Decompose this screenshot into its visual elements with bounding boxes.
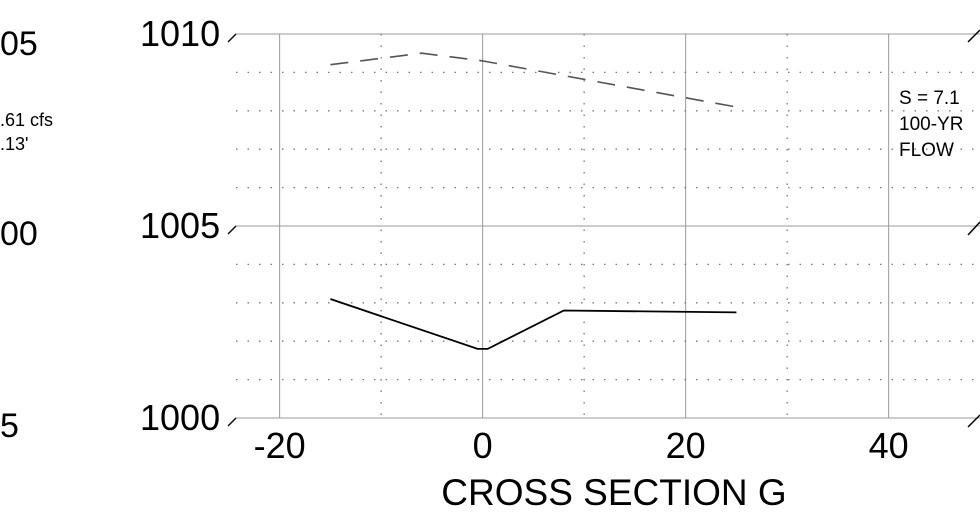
water-surface-line xyxy=(330,52,737,108)
x-axis-title: CROSS SECTION G xyxy=(441,472,786,513)
ground-profile-line xyxy=(330,298,737,350)
right-fragment-tick xyxy=(967,221,980,236)
x-tick-label: 40 xyxy=(869,425,909,466)
right-fragment-tick xyxy=(967,29,980,43)
left-fragment-label-bottom: 5 xyxy=(0,407,19,445)
y-tick-label: 1010 xyxy=(140,13,220,54)
tick-labels: 1000 1005 1010 -20 0 20 40 xyxy=(140,13,909,466)
right-fragment-tick xyxy=(967,414,980,428)
left-fragment-annotation-flow: .61 cfs xyxy=(0,110,53,130)
y-tick-label: 1000 xyxy=(140,397,220,438)
left-fragment-annotation-depth: .13' xyxy=(0,134,28,154)
grid xyxy=(236,33,980,419)
y-tick-mark xyxy=(227,225,237,235)
y-tick-label: 1005 xyxy=(140,205,220,246)
y-tick-mark xyxy=(227,33,237,43)
left-fragment-label-top: 05 xyxy=(0,25,38,63)
x-tick-label: 20 xyxy=(666,425,706,466)
y-tick-mark xyxy=(227,417,237,427)
x-tick-label: 0 xyxy=(473,425,493,466)
series-layer xyxy=(330,52,737,350)
right-fragment-100yr: 100-YR xyxy=(899,114,963,135)
right-fragment-slope: S = 7.1 xyxy=(899,88,960,109)
left-fragment-label-mid: 00 xyxy=(0,215,38,253)
right-fragment-flow: FLOW xyxy=(899,140,954,161)
x-tick-label: -20 xyxy=(254,425,306,466)
